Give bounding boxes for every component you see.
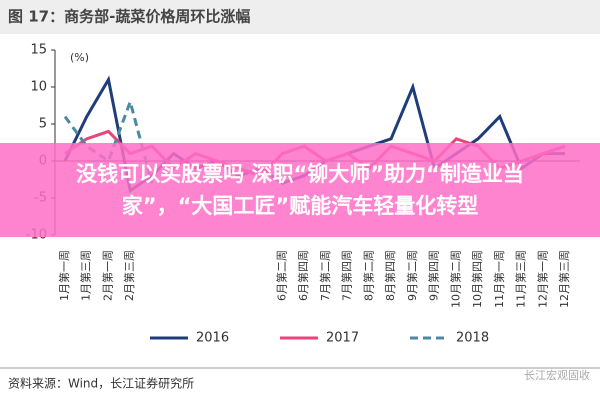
- x-tick-label: 8月第二周: [361, 250, 375, 301]
- x-tick-label: 12月第三周: [557, 250, 571, 308]
- x-tick-label: 2月第三周: [122, 250, 136, 301]
- x-tick-label: 10月第四周: [470, 250, 484, 308]
- x-tick-label: 2月第一周: [100, 250, 114, 301]
- banner-line: 没钱可以买股票吗 深职“铆大师”助力“制造业当: [76, 162, 524, 186]
- banner-line: 家”，“大国工匠”赋能汽车轻量化转型: [121, 194, 479, 218]
- x-tick-label: 7月第二周: [318, 250, 332, 301]
- source: 资料来源：Wind，长江证券研究所: [8, 376, 194, 391]
- x-tick-label: 1月第一周: [57, 250, 71, 301]
- legend-label: 2017: [326, 331, 359, 346]
- x-tick-label: 7月第四周: [340, 250, 354, 301]
- x-tick-label: 6月第四周: [296, 250, 310, 301]
- x-tick-label: 1月第三周: [79, 250, 93, 301]
- legend-label: 2018: [456, 331, 489, 346]
- x-tick-label: 9月第四周: [427, 250, 441, 301]
- x-tick-label: 10月第二周: [448, 250, 462, 308]
- x-tick-label: 9月第二周: [405, 250, 419, 301]
- watermark: 长江宏观固收: [524, 368, 590, 382]
- x-tick-label: 11月第三周: [514, 250, 528, 308]
- banner: 没钱可以买股票吗 深职“铆大师”助力“制造业当 家”，“大国工匠”赋能汽车轻量化…: [0, 143, 600, 237]
- y-tick-label: 15: [30, 43, 47, 58]
- chart-title: 图 17：商务部-蔬菜价格周环比涨幅: [8, 8, 250, 26]
- x-tick-label: 12月第一周: [535, 250, 549, 308]
- y-tick-label: 10: [30, 80, 47, 95]
- title-bar: [0, 0, 600, 34]
- x-tick-label: 11月第一周: [492, 250, 506, 308]
- y-tick-label: 5: [39, 117, 47, 132]
- x-tick-label: 8月第四周: [383, 250, 397, 301]
- legend-label: 2016: [196, 331, 229, 346]
- x-tick-label: 6月第二周: [274, 250, 288, 301]
- y-axis-label: (%): [70, 51, 89, 64]
